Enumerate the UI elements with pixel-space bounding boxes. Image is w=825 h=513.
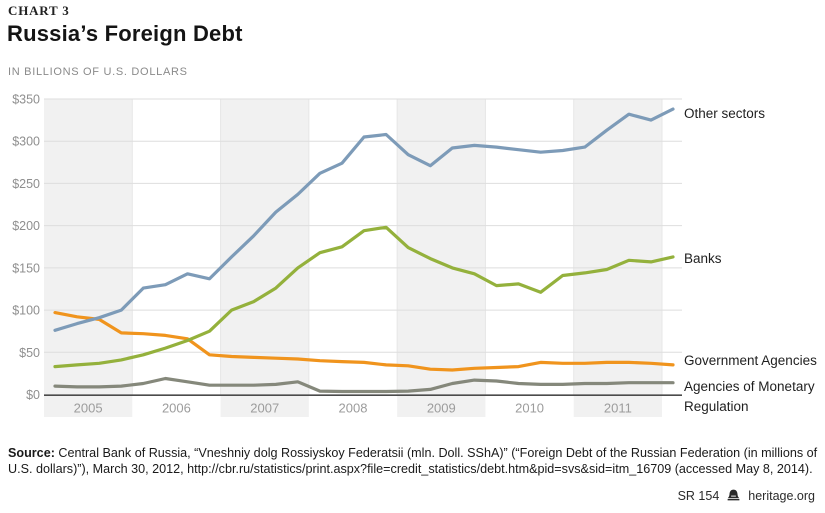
chart-kicker: CHART 3 [8, 3, 70, 18]
y-axis-label: $300 [12, 135, 40, 149]
y-axis-label: $250 [12, 177, 40, 191]
series-line-government-agencies [53, 311, 675, 372]
source-label: Source: [8, 446, 55, 460]
x-axis-label-2011: 2011 [604, 401, 632, 416]
x-axis-label-2007: 2007 [250, 401, 279, 416]
x-axis-label-2006: 2006 [162, 401, 191, 416]
y-axis-label: $0 [26, 388, 40, 402]
series-label-banks: Banks [684, 251, 722, 266]
series-line-agencies-of-monetary-regulation [53, 376, 675, 394]
series-label-government-agencies: Government Agencies [684, 353, 817, 368]
y-axis-label: $150 [12, 261, 40, 275]
year-band-2009 [397, 99, 486, 417]
x-axis-label-2010: 2010 [515, 401, 544, 416]
series-line-banks [53, 225, 675, 369]
y-axis-label: $100 [12, 304, 40, 318]
y-axis-label: $350 [12, 93, 40, 107]
page-title: Russia’s Foreign Debt [7, 21, 243, 46]
x-axis-label-2008: 2008 [339, 401, 368, 416]
site-link[interactable]: heritage.org [748, 488, 815, 503]
source-note: Source: Central Bank of Russia, “Vneshni… [8, 446, 820, 477]
year-band-2005 [44, 99, 133, 417]
heritage-bell-icon [727, 489, 740, 501]
x-axis-label-2005: 2005 [74, 401, 103, 416]
series-line-other-sectors [53, 107, 675, 332]
source-text: Central Bank of Russia, “Vneshniy dolg R… [8, 446, 818, 476]
footer: SR 154 heritage.org [678, 488, 815, 503]
chart-subtitle: IN BILLIONS OF U.S. DOLLARS [8, 66, 188, 78]
series-label-other-sectors: Other sectors [684, 106, 766, 121]
x-axis-label-2009: 2009 [427, 401, 456, 416]
series-label-agencies-of-monetary-regulation: Agencies of Monetary Regulation [684, 379, 815, 414]
report-id: SR 154 [677, 488, 720, 503]
year-band-2007 [220, 99, 309, 417]
y-axis-label: $200 [12, 219, 40, 233]
y-axis-label: $50 [19, 346, 40, 360]
